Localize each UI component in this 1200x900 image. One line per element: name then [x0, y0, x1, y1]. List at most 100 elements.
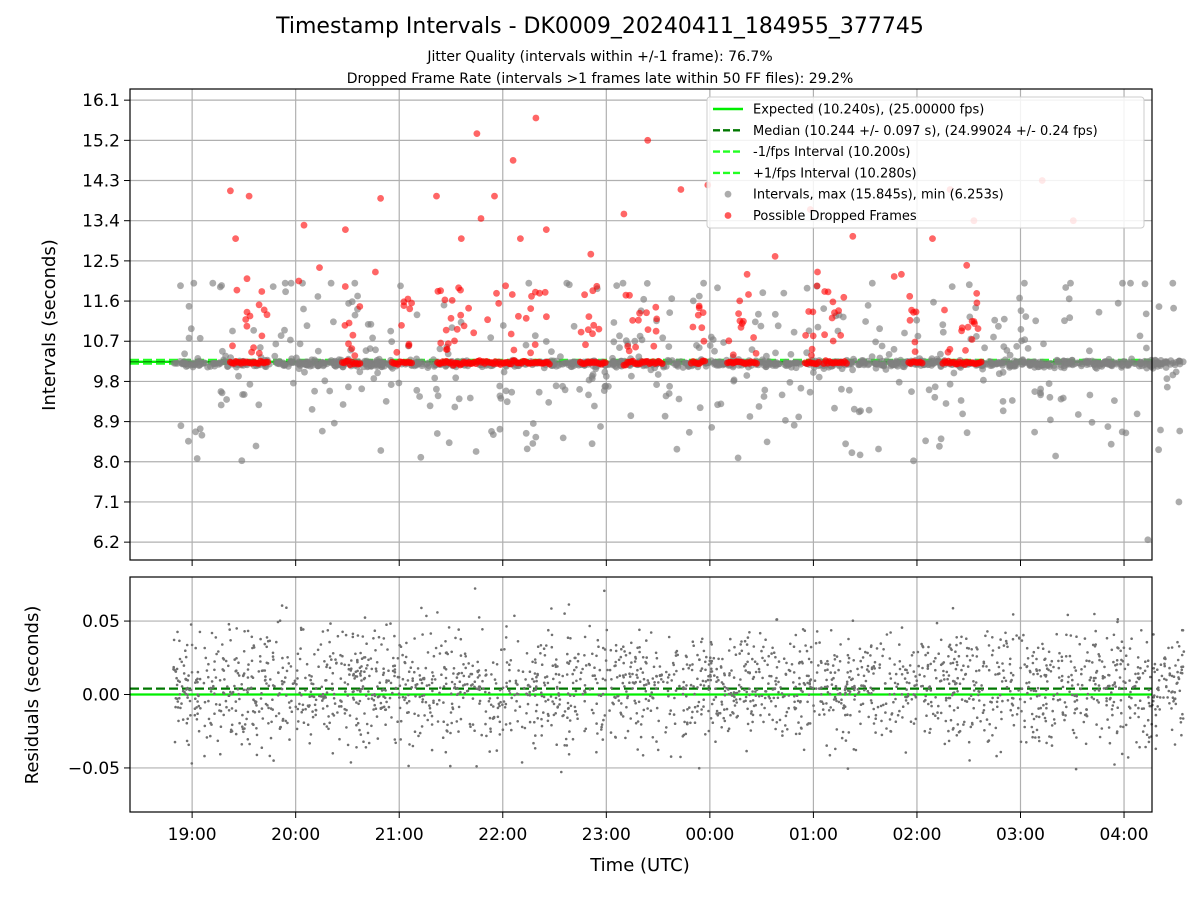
dropped-frame-point	[258, 332, 266, 340]
residual-point	[1080, 672, 1083, 676]
interval-point	[842, 440, 849, 448]
residual-point	[641, 715, 644, 718]
residual-point	[1141, 671, 1145, 675]
residual-point	[795, 694, 799, 697]
residual-point	[453, 683, 457, 686]
residual-point	[245, 717, 248, 721]
residual-point	[1060, 679, 1063, 683]
residual-point	[234, 700, 238, 703]
interval-point	[1011, 357, 1018, 365]
residual-point	[407, 670, 411, 673]
residual-point	[623, 650, 626, 653]
residual-point	[960, 698, 964, 701]
residual-point	[720, 700, 723, 704]
interval-point	[700, 279, 707, 287]
residual-point	[1049, 663, 1052, 667]
residual-point	[267, 706, 270, 710]
residual-point	[328, 721, 332, 725]
residual-point	[1080, 683, 1084, 687]
dropped-frame-point	[250, 344, 257, 351]
interval-point	[552, 382, 560, 390]
residual-point	[709, 656, 712, 659]
interval-point	[1074, 411, 1082, 418]
residual-point	[403, 661, 407, 665]
residual-point	[379, 706, 383, 710]
residual-point	[550, 723, 553, 727]
residual-point	[1152, 633, 1155, 636]
residual-point	[831, 664, 835, 667]
dropped-frame-point	[906, 316, 914, 324]
residual-point	[459, 717, 463, 721]
interval-point	[1163, 375, 1171, 383]
interval-point	[862, 318, 869, 325]
residual-point	[173, 669, 177, 672]
residual-point	[952, 709, 956, 712]
residual-point	[378, 681, 382, 684]
residual-point	[1069, 634, 1073, 637]
residual-point	[614, 736, 617, 739]
interval-point	[937, 435, 945, 443]
interval-point	[366, 345, 374, 352]
residual-point	[982, 703, 986, 707]
residual-point	[995, 754, 998, 758]
residual-point	[667, 635, 671, 639]
residual-point	[308, 695, 312, 698]
interval-point	[418, 358, 425, 366]
dropped-frame-point	[531, 341, 539, 348]
interval-point	[466, 394, 474, 402]
residual-point	[626, 694, 630, 698]
residual-point	[937, 652, 940, 655]
residual-point	[229, 730, 233, 734]
interval-point	[246, 380, 254, 388]
residual-point	[1097, 689, 1101, 692]
residual-point	[178, 696, 181, 700]
residual-point	[686, 708, 689, 711]
residual-point	[504, 723, 508, 726]
x-tick-label: 23:00	[582, 825, 631, 845]
residual-point	[293, 681, 296, 685]
residual-point	[520, 725, 524, 729]
interval-point	[170, 359, 178, 367]
residual-point	[1143, 669, 1147, 673]
residual-point	[420, 694, 424, 698]
residual-point	[1179, 717, 1182, 720]
residual-point	[575, 713, 579, 716]
residual-point	[926, 651, 930, 655]
residual-point	[328, 666, 332, 670]
interval-point	[279, 361, 287, 369]
interval-point	[948, 283, 956, 290]
residual-point	[708, 659, 712, 663]
residual-point	[754, 694, 758, 697]
residual-point	[942, 674, 945, 677]
interval-point	[787, 351, 795, 358]
residual-point	[484, 669, 488, 672]
residual-point	[1071, 678, 1074, 682]
interval-point	[377, 447, 385, 454]
interval-point	[930, 298, 937, 306]
residual-point	[463, 683, 467, 686]
residual-point	[761, 656, 764, 660]
residual-point	[823, 713, 826, 716]
residual-point	[1002, 644, 1006, 647]
residual-point	[420, 725, 424, 728]
dropped-frame-point	[577, 328, 585, 336]
residual-point	[417, 734, 420, 738]
residual-point	[760, 649, 763, 653]
dropped-frame-point	[405, 340, 413, 348]
residual-point	[1180, 668, 1184, 672]
residual-point	[1141, 730, 1145, 733]
residual-point	[296, 707, 300, 711]
residual-point	[210, 680, 214, 683]
residual-point	[309, 733, 313, 736]
residual-point	[653, 681, 656, 684]
dropped-frame-point	[736, 297, 744, 305]
residual-point	[797, 721, 800, 724]
residual-point	[1120, 711, 1123, 715]
residual-point	[404, 683, 408, 686]
residual-point	[480, 733, 484, 737]
residual-point	[967, 740, 971, 744]
residual-point	[382, 688, 385, 691]
residual-point	[350, 659, 353, 662]
interval-point	[271, 352, 279, 360]
residual-point	[888, 657, 892, 660]
